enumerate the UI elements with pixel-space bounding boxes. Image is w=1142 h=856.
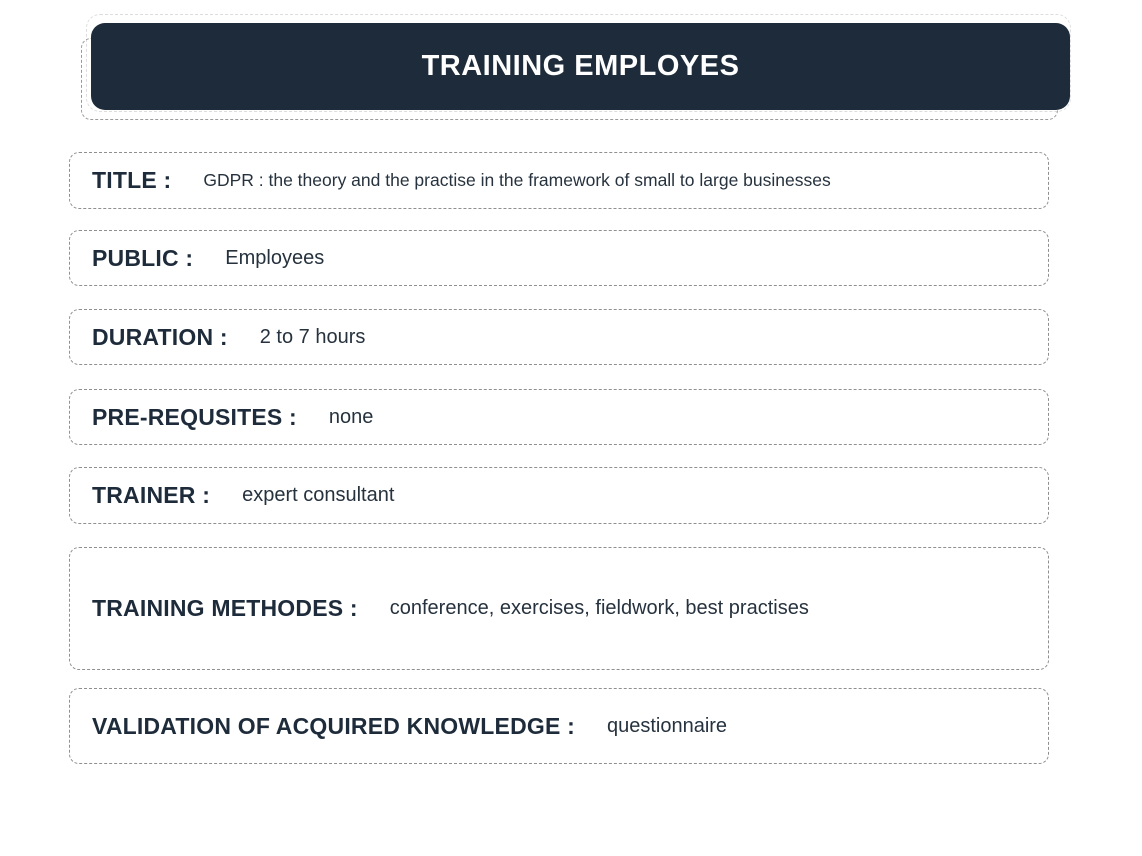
- field-row-training-methods: TRAINING METHODES : conference, exercise…: [69, 547, 1049, 670]
- field-value-validation: questionnaire: [606, 714, 728, 737]
- field-row-validation: VALIDATION OF ACQUIRED KNOWLEDGE : quest…: [69, 688, 1049, 764]
- field-label-public: PUBLIC :: [92, 244, 194, 271]
- page-title: TRAINING EMPLOYES: [421, 50, 740, 82]
- field-value-trainer: expert consultant: [242, 484, 395, 506]
- field-label-prerequisites: PRE-REQUSITES :: [92, 403, 297, 430]
- field-label-trainer: TRAINER :: [92, 482, 211, 508]
- field-value-title: GDPR : the theory and the practise in th…: [203, 170, 831, 190]
- header-light-dashed-outline: [86, 14, 1071, 112]
- field-row-title: TITLE : GDPR : the theory and the practi…: [69, 152, 1049, 209]
- field-value-public: Employees: [225, 246, 325, 269]
- field-label-duration: DURATION :: [92, 323, 228, 350]
- field-row-public: PUBLIC : Employees: [69, 230, 1049, 286]
- field-label-validation: VALIDATION OF ACQUIRED KNOWLEDGE :: [92, 712, 575, 739]
- field-value-prerequisites: none: [328, 405, 374, 428]
- header-banner: TRAINING EMPLOYES: [91, 23, 1070, 110]
- field-row-trainer: TRAINER : expert consultant: [69, 467, 1049, 524]
- field-value-duration: 2 to 7 hours: [259, 325, 366, 348]
- field-row-prerequisites: PRE-REQUSITES : none: [69, 389, 1049, 445]
- field-value-training-methods: conference, exercises, fieldwork, best p…: [389, 597, 809, 619]
- field-row-duration: DURATION : 2 to 7 hours: [69, 309, 1049, 365]
- field-label-title: TITLE :: [92, 167, 172, 193]
- field-label-training-methods: TRAINING METHODES :: [92, 595, 358, 621]
